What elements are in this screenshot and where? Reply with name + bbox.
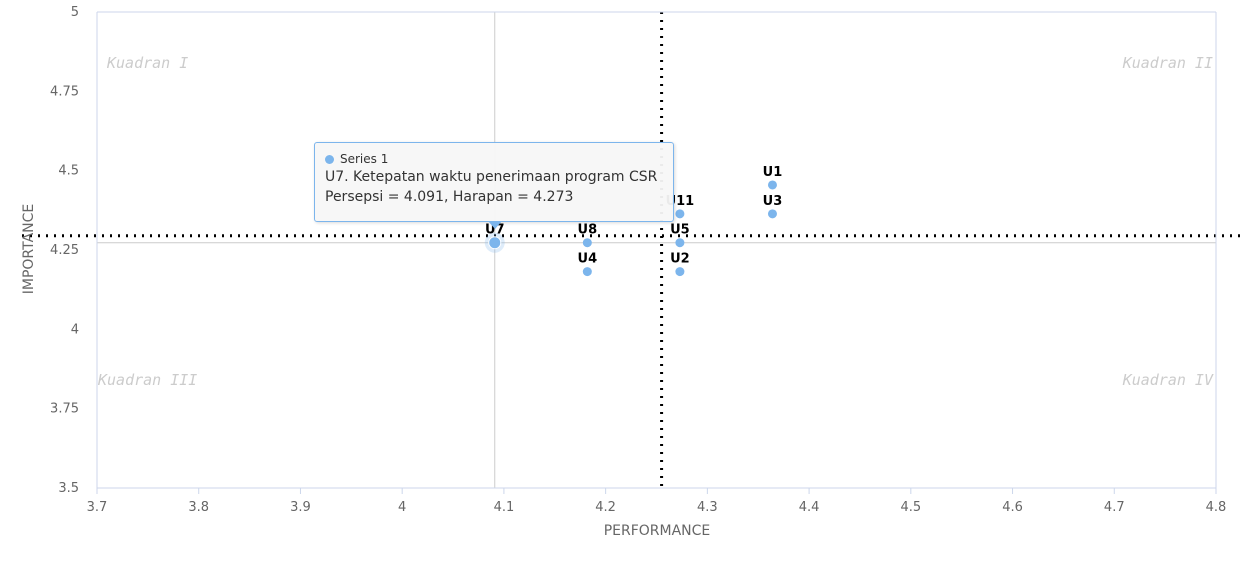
data-point-U5	[675, 238, 685, 248]
data-label-U1: U1	[763, 165, 783, 180]
y-tick-label: 3.5	[58, 481, 79, 496]
x-tick-label: 4	[398, 500, 406, 515]
tooltip-series-row: Series 1	[325, 151, 663, 167]
reference-lines	[22, 12, 1241, 488]
quadrant-label-top-left: Kuadran I	[106, 54, 188, 72]
tooltip-values: Persepsi = 4.091, Harapan = 4.273	[325, 189, 574, 205]
data-label-U8: U8	[578, 223, 598, 238]
x-tick-label: 4.8	[1206, 500, 1227, 515]
data-point-U4	[582, 267, 592, 277]
x-tick-label: 3.9	[290, 500, 311, 515]
series-marker-icon	[325, 154, 334, 164]
x-tick-label: 3.8	[188, 500, 209, 515]
tooltip-title: U7. Ketepatan waktu penerimaan program C…	[325, 169, 658, 185]
x-axis-ticks: 3.7 3.8 3.9 4 4.1 4.2 4.3 4.4 4.5 4.6 4.7 4.8	[87, 488, 1227, 515]
quadrant-label-bottom-right: Kuadran IV	[1122, 371, 1214, 389]
quadrant-labels: Kuadran I Kuadran II Kuadran III Kuadran IV	[97, 54, 1214, 389]
tooltip-series-name: Series 1	[340, 152, 389, 166]
y-tick-label: 3.75	[50, 402, 79, 417]
y-tick-label: 4.5	[58, 164, 79, 179]
tooltip: Series 1 U7. Ketepatan waktu penerimaan …	[314, 142, 674, 222]
data-label-U4: U4	[578, 252, 598, 267]
data-label-U3: U3	[763, 194, 783, 209]
crosshair	[97, 12, 1216, 488]
y-tick-label: 4.25	[50, 243, 79, 258]
data-points	[484, 180, 777, 277]
data-point-U8	[582, 238, 592, 248]
y-tick-label: 5	[71, 5, 79, 20]
x-tick-label: 4.4	[799, 500, 820, 515]
x-tick-label: 4.5	[900, 500, 921, 515]
data-label-U2: U2	[670, 252, 690, 267]
data-point-U1	[767, 180, 777, 190]
data-point-U11	[675, 209, 685, 219]
x-axis-title: PERFORMANCE	[604, 523, 711, 539]
x-tick-label: 4.7	[1104, 500, 1125, 515]
axes	[96, 11, 1217, 489]
tooltip-arrow	[488, 221, 502, 229]
y-axis-ticks: 3.5 3.75 4 4.25 4.5 4.75 5	[50, 5, 79, 496]
x-tick-label: 4.6	[1002, 500, 1023, 515]
y-tick-label: 4.75	[50, 84, 79, 99]
x-tick-label: 4.3	[697, 500, 718, 515]
y-tick-label: 4	[71, 322, 79, 337]
data-point-U2	[675, 267, 685, 277]
x-tick-label: 3.7	[87, 500, 108, 515]
x-tick-label: 4.2	[595, 500, 616, 515]
quadrant-label-top-right: Kuadran II	[1122, 54, 1213, 72]
data-point-U7	[488, 236, 502, 250]
quadrant-label-bottom-left: Kuadran III	[97, 371, 197, 389]
x-tick-label: 4.1	[494, 500, 515, 515]
data-label-U5: U5	[670, 223, 690, 238]
y-axis-title: IMPORTANCE	[21, 204, 37, 295]
data-point-U3	[767, 209, 777, 219]
